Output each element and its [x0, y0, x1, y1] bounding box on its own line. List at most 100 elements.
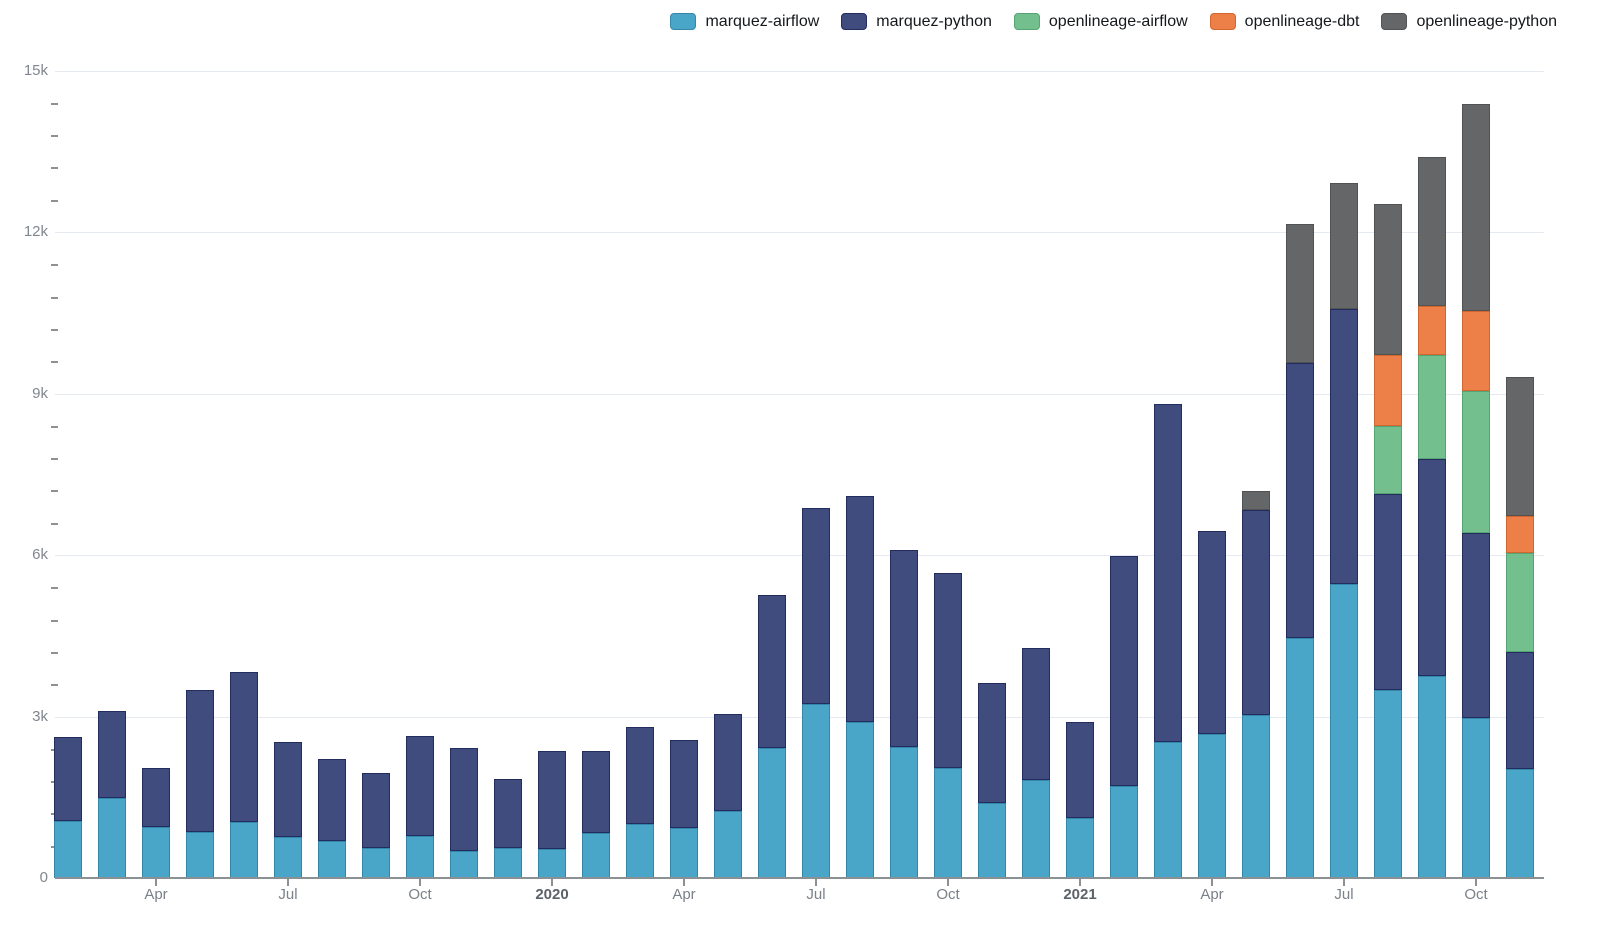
bar-segment-marquez-python-mar-2019[interactable]	[98, 711, 126, 798]
bar-segment-marquez-python-jul-2020[interactable]	[802, 507, 830, 704]
bar-segment-openlineage-python-nov-2021[interactable]	[1506, 376, 1534, 516]
bar-segment-marquez-airflow-aug-2019[interactable]	[318, 840, 346, 878]
bar-segment-marquez-airflow-apr-2020[interactable]	[670, 828, 698, 878]
bar-segment-marquez-python-nov-2020[interactable]	[978, 683, 1006, 803]
bar-segment-marquez-python-aug-2020[interactable]	[846, 496, 874, 722]
bar-segment-marquez-airflow-may-2019[interactable]	[186, 831, 214, 878]
bar-segment-marquez-python-jun-2021[interactable]	[1286, 363, 1314, 639]
bar-segment-marquez-airflow-apr-2021[interactable]	[1198, 734, 1226, 878]
bar-segment-marquez-airflow-jan-2021[interactable]	[1066, 818, 1094, 878]
bar-segment-marquez-python-apr-2020[interactable]	[670, 739, 698, 829]
bar-segment-openlineage-python-may-2021[interactable]	[1242, 490, 1270, 511]
bar-segment-marquez-python-mar-2020[interactable]	[626, 727, 654, 824]
bar-segment-marquez-python-mar-2021[interactable]	[1154, 404, 1182, 743]
bar-segment-marquez-python-oct-2021[interactable]	[1462, 533, 1490, 719]
bar-segment-openlineage-airflow-sep-2021[interactable]	[1418, 355, 1446, 460]
bar-segment-marquez-airflow-mar-2021[interactable]	[1154, 742, 1182, 878]
bar-segment-marquez-python-nov-2019[interactable]	[450, 747, 478, 852]
x-axis-label-Jul: Jul	[1334, 886, 1354, 903]
y-minor-tick	[51, 652, 58, 654]
legend-item-marquez-airflow[interactable]: marquez-airflow	[670, 13, 819, 30]
bar-segment-marquez-airflow-mar-2019[interactable]	[98, 797, 126, 878]
legend-item-openlineage-dbt[interactable]: openlineage-dbt	[1209, 13, 1359, 30]
bar-segment-marquez-python-jan-2020[interactable]	[538, 750, 566, 850]
legend-item-openlineage-airflow[interactable]: openlineage-airflow	[1013, 13, 1188, 30]
bar-segment-marquez-python-jun-2020[interactable]	[758, 595, 786, 749]
bar-segment-marquez-airflow-jul-2019[interactable]	[274, 837, 302, 878]
bar-segment-marquez-python-aug-2019[interactable]	[318, 759, 346, 841]
legend-item-openlineage-python[interactable]: openlineage-python	[1381, 13, 1557, 30]
bar-segment-marquez-python-sep-2021[interactable]	[1418, 459, 1446, 677]
bar-segment-marquez-airflow-jun-2021[interactable]	[1286, 638, 1314, 878]
bar-segment-marquez-airflow-sep-2019[interactable]	[362, 848, 390, 878]
bar-segment-marquez-airflow-nov-2020[interactable]	[978, 802, 1006, 878]
bar-segment-openlineage-dbt-sep-2021[interactable]	[1418, 305, 1446, 356]
bar-segment-marquez-python-jul-2019[interactable]	[274, 741, 302, 838]
bar-segment-marquez-airflow-nov-2021[interactable]	[1506, 768, 1534, 878]
bar-segment-marquez-airflow-may-2021[interactable]	[1242, 714, 1270, 878]
legend-swatch-openlineage-python	[1381, 13, 1408, 30]
x-axis-line	[55, 877, 1544, 879]
bar-segment-marquez-python-apr-2021[interactable]	[1198, 530, 1226, 735]
bar-segment-marquez-airflow-apr-2019[interactable]	[142, 827, 170, 878]
bar-segment-marquez-airflow-feb-2019[interactable]	[54, 820, 82, 878]
bar-segment-marquez-python-apr-2019[interactable]	[142, 767, 170, 828]
bar-segment-marquez-airflow-sep-2021[interactable]	[1418, 676, 1446, 878]
bar-segment-marquez-airflow-feb-2021[interactable]	[1110, 786, 1138, 878]
bar-segment-marquez-airflow-nov-2019[interactable]	[450, 851, 478, 878]
legend-swatch-marquez-airflow	[670, 13, 697, 30]
legend-label-openlineage-python: openlineage-python	[1416, 13, 1557, 30]
bar-segment-marquez-python-sep-2020[interactable]	[890, 550, 918, 748]
bar-segment-openlineage-python-jun-2021[interactable]	[1286, 223, 1314, 364]
bar-segment-marquez-airflow-jul-2021[interactable]	[1330, 584, 1358, 878]
bar-segment-marquez-python-may-2019[interactable]	[186, 690, 214, 832]
bar-segment-marquez-python-may-2020[interactable]	[714, 714, 742, 811]
bar-segment-marquez-airflow-sep-2020[interactable]	[890, 747, 918, 878]
bar-segment-marquez-python-jan-2021[interactable]	[1066, 721, 1094, 819]
bar-segment-marquez-airflow-jan-2020[interactable]	[538, 849, 566, 878]
bar-segment-openlineage-python-jul-2021[interactable]	[1330, 183, 1358, 309]
x-tick-mark-2020	[551, 879, 553, 886]
bar-segment-marquez-python-oct-2020[interactable]	[934, 573, 962, 769]
bar-segment-marquez-python-nov-2021[interactable]	[1506, 652, 1534, 769]
bar-segment-marquez-python-dec-2019[interactable]	[494, 778, 522, 849]
bar-segment-openlineage-python-oct-2021[interactable]	[1462, 103, 1490, 311]
bar-segment-marquez-airflow-mar-2020[interactable]	[626, 823, 654, 878]
y-minor-tick	[51, 458, 58, 460]
bar-segment-openlineage-airflow-nov-2021[interactable]	[1506, 552, 1534, 653]
bar-segment-marquez-airflow-jul-2020[interactable]	[802, 703, 830, 878]
bar-segment-marquez-airflow-jun-2019[interactable]	[230, 822, 258, 878]
bar-segment-marquez-python-feb-2020[interactable]	[582, 750, 610, 833]
legend-item-marquez-python[interactable]: marquez-python	[841, 13, 992, 30]
bar-segment-openlineage-dbt-aug-2021[interactable]	[1374, 355, 1402, 427]
legend-swatch-marquez-python	[841, 13, 868, 30]
bar-segment-marquez-python-jul-2021[interactable]	[1330, 308, 1358, 585]
bar-segment-marquez-airflow-aug-2020[interactable]	[846, 721, 874, 878]
bar-segment-openlineage-python-sep-2021[interactable]	[1418, 156, 1446, 306]
bar-segment-marquez-airflow-may-2020[interactable]	[714, 810, 742, 878]
x-tick-mark-Apr	[1211, 879, 1213, 886]
bar-segment-marquez-airflow-jun-2020[interactable]	[758, 748, 786, 878]
bar-segment-marquez-python-dec-2020[interactable]	[1022, 647, 1050, 780]
bar-segment-marquez-airflow-oct-2020[interactable]	[934, 768, 962, 878]
bar-segment-marquez-python-jun-2019[interactable]	[230, 672, 258, 822]
bar-segment-marquez-airflow-oct-2019[interactable]	[406, 836, 434, 878]
bar-segment-marquez-python-feb-2019[interactable]	[54, 736, 82, 821]
bar-segment-openlineage-airflow-oct-2021[interactable]	[1462, 390, 1490, 534]
bar-segment-marquez-airflow-dec-2019[interactable]	[494, 848, 522, 878]
y-minor-tick	[51, 426, 58, 428]
bar-segment-marquez-airflow-oct-2021[interactable]	[1462, 718, 1490, 878]
x-axis-label-Oct: Oct	[408, 886, 432, 903]
bar-segment-marquez-airflow-aug-2021[interactable]	[1374, 690, 1402, 878]
bar-segment-marquez-python-may-2021[interactable]	[1242, 510, 1270, 715]
bar-segment-marquez-python-feb-2021[interactable]	[1110, 555, 1138, 787]
bar-segment-marquez-python-aug-2021[interactable]	[1374, 493, 1402, 691]
bar-segment-marquez-python-sep-2019[interactable]	[362, 773, 390, 849]
bar-segment-openlineage-dbt-oct-2021[interactable]	[1462, 310, 1490, 391]
bar-segment-openlineage-python-aug-2021[interactable]	[1374, 204, 1402, 356]
bar-segment-marquez-airflow-dec-2020[interactable]	[1022, 780, 1050, 878]
bar-segment-marquez-airflow-feb-2020[interactable]	[582, 832, 610, 878]
bar-segment-marquez-python-oct-2019[interactable]	[406, 735, 434, 836]
bar-segment-openlineage-dbt-nov-2021[interactable]	[1506, 515, 1534, 553]
bar-segment-openlineage-airflow-aug-2021[interactable]	[1374, 426, 1402, 494]
